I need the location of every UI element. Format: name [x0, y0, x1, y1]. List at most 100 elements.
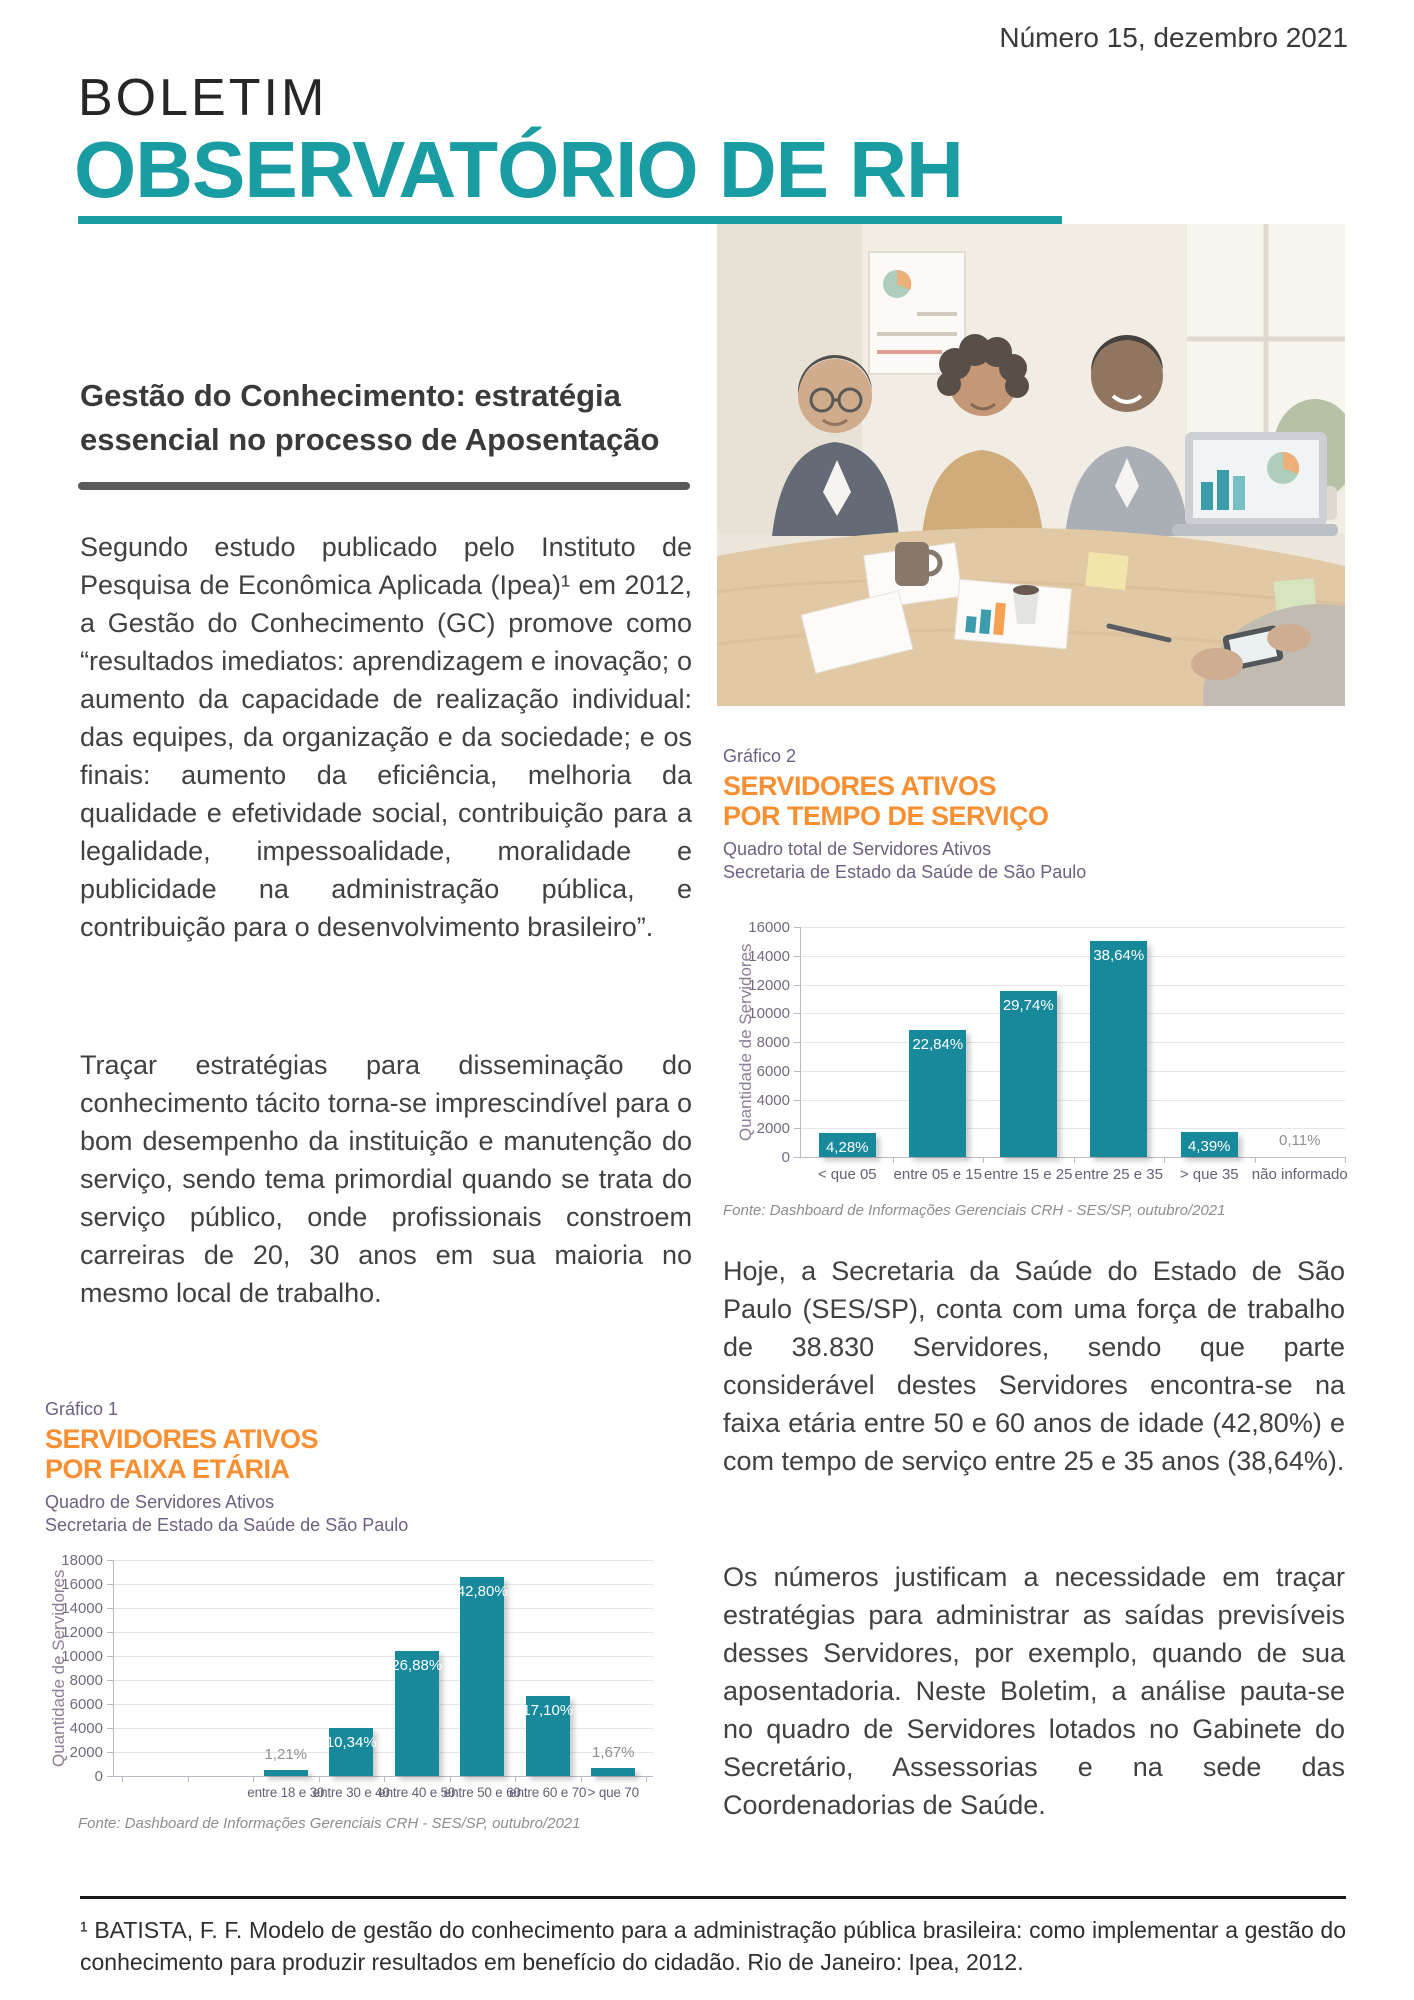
y-tick-mark [107, 1560, 113, 1561]
category-label: entre 60 e 70 [509, 1785, 587, 1800]
category-label: entre 50 e 60 [443, 1785, 521, 1800]
article-heading-line2: essencial no processo de Aposentação [80, 422, 660, 457]
y-tick-mark [107, 1656, 113, 1657]
y-axis [113, 1560, 114, 1776]
x-tick-mark [187, 1776, 189, 1782]
x-tick-mark [1345, 1157, 1346, 1163]
bar [818, 1133, 876, 1157]
chart-servidores-por-faixa-etaria: Gráfico 1 SERVIDORES ATIVOS POR FAIXA ET… [40, 1395, 720, 1845]
y-tick-label: 8000 [69, 1672, 103, 1689]
bar [263, 1770, 308, 1776]
y-tick-mark [794, 955, 800, 957]
x-tick-mark [892, 1157, 894, 1163]
y-tick-label: 16000 [61, 1576, 103, 1593]
chart1-subtitle-line2: Secretaria de Estado da Saúde de São Pau… [45, 1515, 409, 1535]
bar [1090, 941, 1148, 1157]
y-tick-mark [794, 927, 800, 928]
x-tick-mark [1254, 1157, 1256, 1163]
gridline [113, 1608, 653, 1609]
gridline [113, 1584, 653, 1585]
bar-value-label: 17,10% [522, 1702, 574, 1720]
bar [525, 1696, 570, 1776]
meeting-photo-illustration [717, 224, 1345, 706]
title-underline [78, 216, 1062, 224]
gridline [800, 1099, 1345, 1101]
bar-value-label: 10,34% [325, 1733, 377, 1751]
y-tick-label: 0 [781, 1149, 790, 1166]
bulletin-title: BOLETIM [78, 69, 328, 127]
y-tick-label: 14000 [748, 947, 790, 965]
footnote-divider [80, 1896, 1346, 1899]
bar [460, 1576, 505, 1776]
category-label: entre 15 e 25 [984, 1166, 1073, 1183]
bar-value-label: 22,84% [912, 1035, 964, 1053]
bar [591, 1768, 636, 1776]
y-tick-label: 10000 [748, 1005, 790, 1023]
gridline [800, 1070, 1345, 1072]
chart1-label: Gráfico 1 [45, 1399, 119, 1419]
y-tick-label: 12000 [748, 976, 790, 994]
category-label: entre 40 e 50 [378, 1785, 456, 1800]
y-tick-mark [794, 1070, 800, 1072]
category-label: > que 35 [1179, 1166, 1239, 1183]
y-tick-label: 14000 [61, 1600, 103, 1617]
y-tick-mark [107, 1752, 113, 1753]
y-tick-label: 4000 [69, 1720, 103, 1737]
bar-value-label: 1,67% [591, 1744, 635, 1762]
y-tick-label: 2000 [756, 1120, 790, 1138]
paragraph-4: Os números justificam a necessidade em t… [723, 1562, 1345, 1820]
x-axis [113, 1776, 653, 1777]
y-tick-label: 4000 [756, 1091, 790, 1109]
category-label: não informado [1251, 1166, 1348, 1183]
y-tick-mark [107, 1776, 113, 1777]
chart-servidores-por-tempo-de-servico: Gráfico 2 SERVIDORES ATIVOS POR TEMPO DE… [723, 742, 1393, 1227]
category-label: entre 30 e 40 [312, 1785, 390, 1800]
x-tick-mark [253, 1776, 254, 1782]
gridline [113, 1680, 653, 1681]
bar-value-label: 29,74% [1002, 996, 1054, 1014]
bar-value-label: 4,28% [825, 1139, 869, 1157]
gridline [113, 1752, 653, 1753]
article-heading-line1: Gestão do Conhecimento: estratégia [80, 378, 621, 413]
y-tick-mark [794, 984, 800, 986]
gridline [113, 1656, 653, 1657]
chart2-title-line1: SERVIDORES ATIVOS [723, 771, 997, 801]
bar [999, 990, 1057, 1157]
y-tick-mark [107, 1632, 113, 1633]
y-tick-label: 8000 [756, 1034, 790, 1051]
bar-value-label: 42,80% [456, 1582, 508, 1600]
y-tick-mark [794, 1042, 800, 1043]
y-tick-label: 18000 [61, 1552, 103, 1569]
chart2-label: Gráfico 2 [723, 746, 797, 766]
y-tick-label: 10000 [61, 1648, 103, 1665]
category-label: entre 18 e 30 [247, 1785, 325, 1800]
gridline [800, 1013, 1345, 1015]
category-label: entre 05 e 15 [893, 1166, 982, 1183]
gridline [800, 984, 1345, 986]
bar [909, 1029, 967, 1157]
y-tick-mark [794, 1013, 800, 1015]
y-tick-mark [107, 1728, 113, 1729]
page-title: OBSERVATÓRIO DE RH [74, 125, 964, 214]
y-tick-mark [794, 1157, 800, 1158]
category-label: > que 70 [587, 1785, 640, 1800]
gridline [113, 1704, 653, 1705]
gridline [113, 1728, 653, 1729]
bar [394, 1650, 439, 1776]
y-tick-label: 6000 [69, 1696, 103, 1713]
chart2-title-line2: POR TEMPO DE SERVIÇO [723, 801, 1049, 831]
chart2-source: Fonte: Dashboard de Informações Gerencia… [723, 1202, 1226, 1219]
chart2-subtitle-line2: Secretaria de Estado da Saúde de São Pau… [723, 862, 1087, 882]
y-tick-mark [107, 1680, 113, 1681]
chart2-subtitle-line1: Quadro total de Servidores Ativos [723, 839, 992, 859]
category-label: entre 25 e 35 [1074, 1166, 1163, 1183]
paragraph-3: Hoje, a Secretaria da Saúde do Estado de… [723, 1256, 1345, 1476]
article-heading: Gestão do Conhecimento: estratégia essen… [80, 374, 694, 462]
bar-value-label: 1,21% [264, 1746, 308, 1764]
x-tick-mark [646, 1776, 647, 1782]
paragraph-1: Segundo estudo publicado pelo Instituto … [80, 532, 692, 942]
meeting-photo [717, 224, 1345, 706]
y-tick-label: 12000 [61, 1624, 103, 1641]
x-tick-mark [983, 1157, 984, 1163]
x-tick-mark [384, 1776, 385, 1782]
